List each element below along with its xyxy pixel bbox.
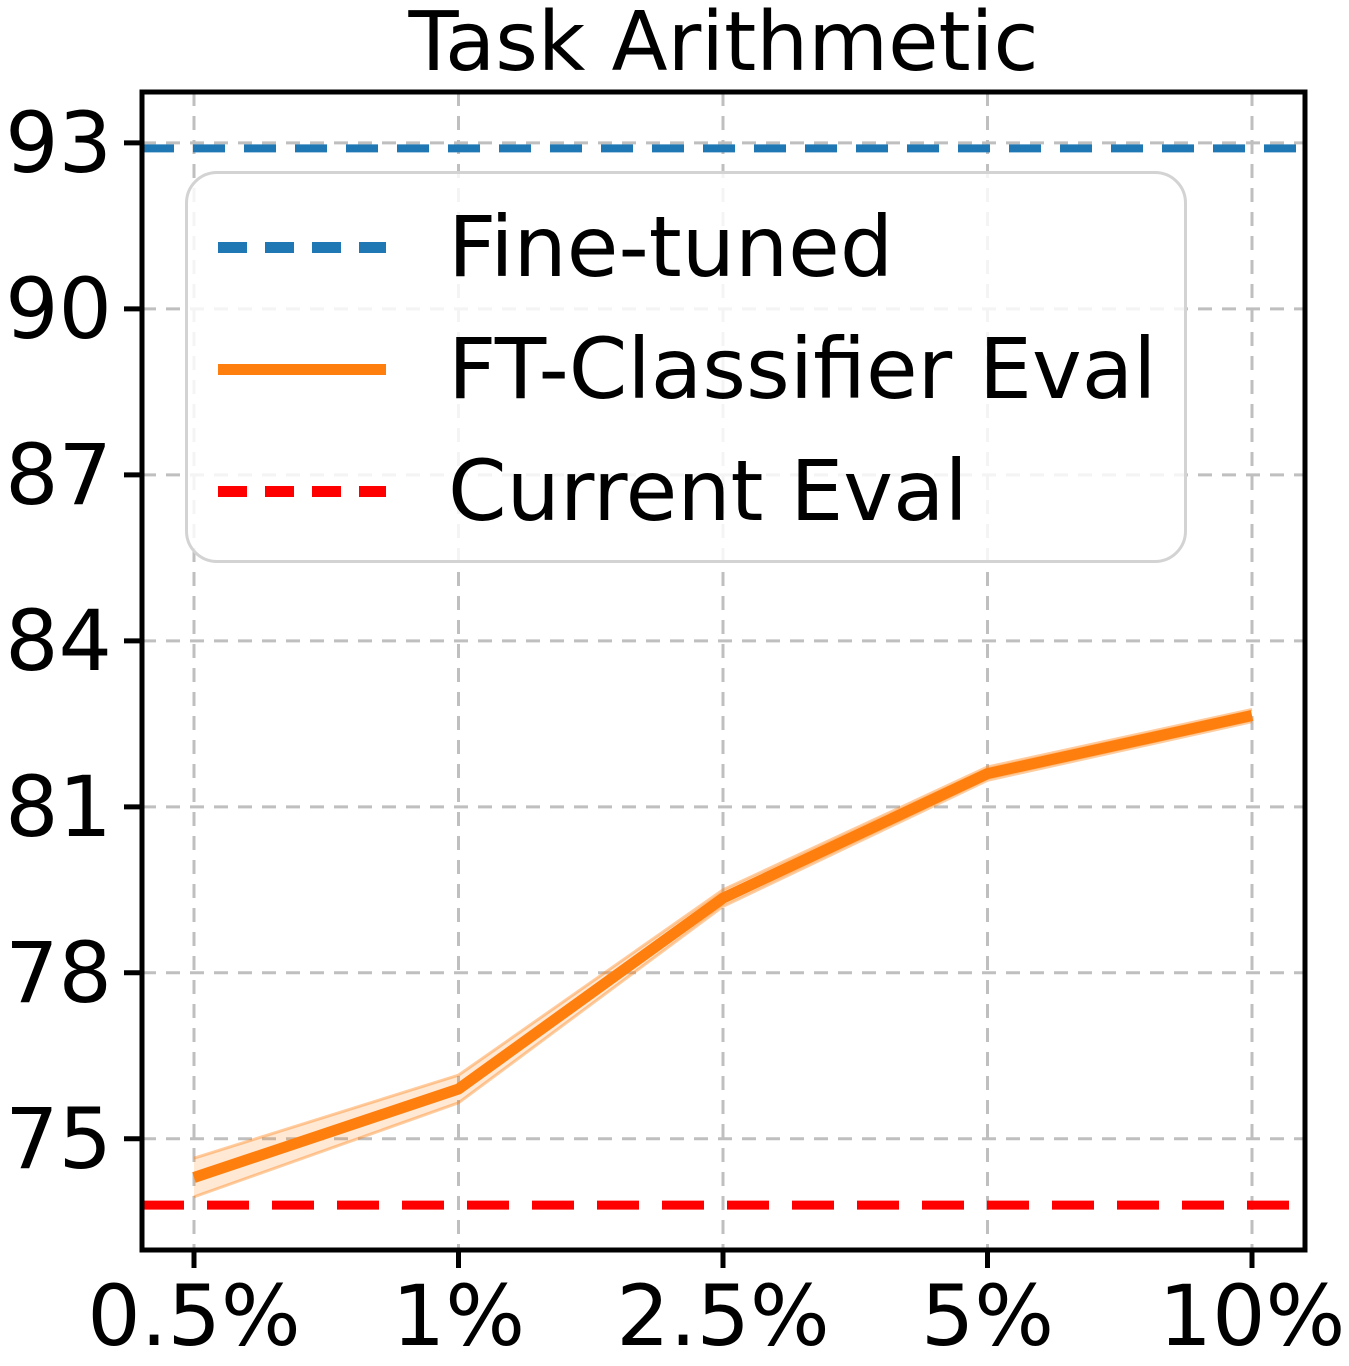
y-tick-label: 90 (5, 259, 112, 358)
x-tick-label: 2.5% (616, 1267, 830, 1365)
y-tick-label: 75 (5, 1089, 112, 1188)
legend-item-label: FT-Classifier Eval (448, 320, 1157, 418)
legend-key-solid-line (218, 363, 386, 375)
confidence-band (194, 709, 1252, 1197)
y-tick-label: 84 (5, 591, 112, 690)
y-tick-label: 93 (5, 93, 112, 192)
x-tick-label: 0.5% (87, 1267, 301, 1365)
x-tick-label: 10% (1158, 1267, 1346, 1365)
series-line (192, 710, 1254, 1183)
legend-item: FT-Classifier Eval (218, 308, 1184, 430)
y-tick-label: 87 (5, 425, 112, 524)
confidence-band-upper-edge (193, 707, 1253, 1160)
legend-key-dashed-line (218, 485, 386, 497)
legend-key-dashed-line (218, 241, 386, 253)
legend: Fine-tuned FT-Classifier Eval Current Ev… (185, 171, 1187, 563)
legend-item-label: Current Eval (448, 442, 968, 540)
legend-item-label: Fine-tuned (448, 198, 894, 296)
chart-title: Task Arithmetic (408, 0, 1039, 90)
y-tick-label: 78 (5, 923, 112, 1022)
legend-item: Current Eval (218, 430, 1184, 552)
confidence-band-lower-edge (193, 720, 1253, 1199)
x-tick-label: 1% (391, 1267, 526, 1365)
x-tick-label: 5% (920, 1267, 1055, 1365)
legend-item: Fine-tuned (218, 186, 1184, 308)
y-tick-label: 81 (5, 757, 112, 856)
